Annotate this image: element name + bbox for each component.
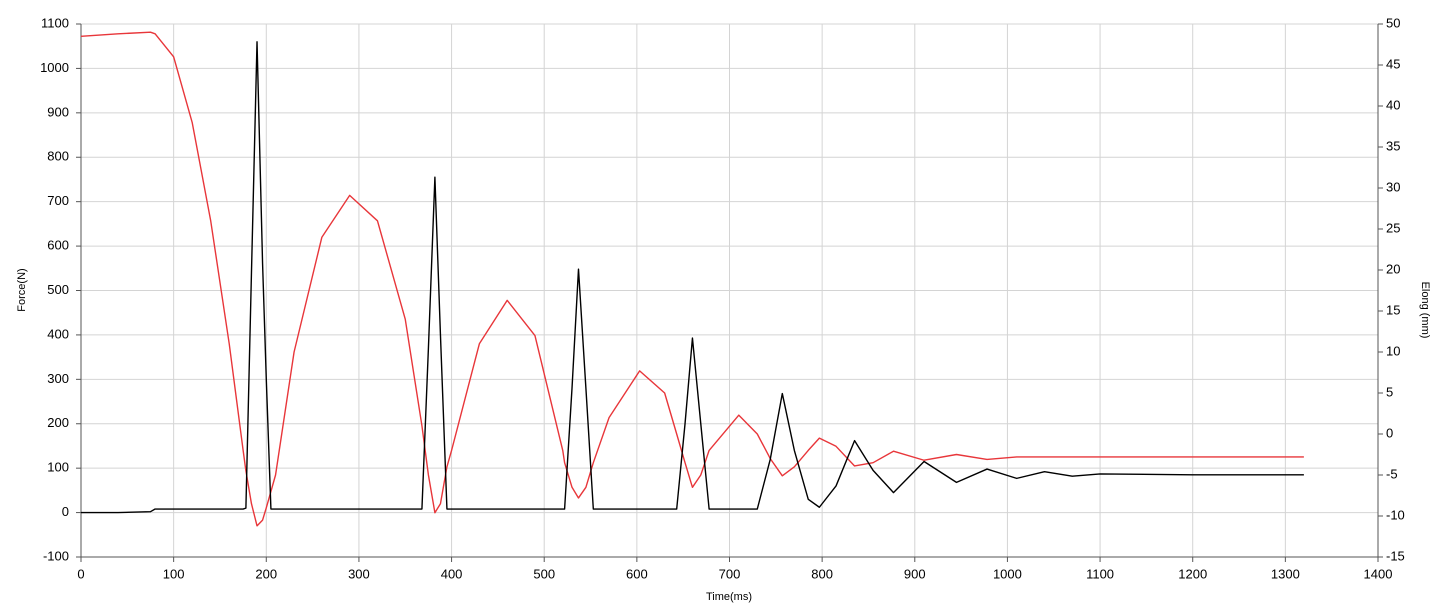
x-tick-label: 1300 [1271,566,1300,581]
x-tick-label: 0 [77,566,84,581]
y-tick-label: 800 [47,149,69,164]
x-tick-label: 800 [811,566,833,581]
x-tick-label: 1100 [1086,566,1114,581]
y-axis-title: Force(N) [16,268,28,311]
y-tick-label: 700 [47,193,69,208]
y2-tick-label: 45 [1386,56,1400,71]
x-tick-label: 1200 [1178,566,1207,581]
y-tick-label: 500 [47,282,69,297]
x-tick-label: 1400 [1364,566,1393,581]
x-tick-label: 1000 [993,566,1022,581]
y2-tick-label: -10 [1386,507,1405,522]
y-tick-label: 600 [47,238,69,253]
y-tick-label: 1100 [41,15,69,30]
x-tick-label: 200 [255,566,277,581]
series-line [80,31,1304,527]
series-line [81,41,1304,514]
y2-tick-label: 25 [1386,220,1400,235]
y2-tick-label: 35 [1386,138,1400,153]
x-tick-label: 400 [441,566,463,581]
y2-tick-label: 10 [1386,343,1400,358]
y2-tick-label: 50 [1386,15,1400,30]
y-tick-label: 300 [47,371,69,386]
y-tick-label: 1000 [40,60,69,75]
x-axis-title: Time(ms) [706,591,752,603]
y2-tick-label: -15 [1386,548,1405,563]
y-tick-label: -100 [43,548,69,563]
y-tick-label: 200 [47,415,69,430]
x-tick-label: 700 [719,566,741,581]
x-tick-label: 900 [904,566,926,581]
y2-tick-label: 30 [1386,179,1400,194]
y-tick-label: 400 [47,326,69,341]
x-tick-label: 600 [626,566,648,581]
x-tick-label: 300 [348,566,370,581]
y2-tick-label: 20 [1386,261,1400,276]
x-tick-label: 500 [533,566,555,581]
x-tick-label: 100 [163,566,185,581]
y2-tick-label: 40 [1386,97,1400,112]
y2-axis-title: Elong (mm) [1419,282,1431,339]
y2-tick-label: 0 [1386,425,1393,440]
y-tick-label: 0 [62,504,69,519]
y-tick-label: 900 [47,104,69,119]
y2-tick-label: -5 [1386,466,1398,481]
y2-tick-label: 15 [1386,302,1400,317]
y2-tick-label: 5 [1386,384,1393,399]
y-tick-label: 100 [47,460,69,475]
